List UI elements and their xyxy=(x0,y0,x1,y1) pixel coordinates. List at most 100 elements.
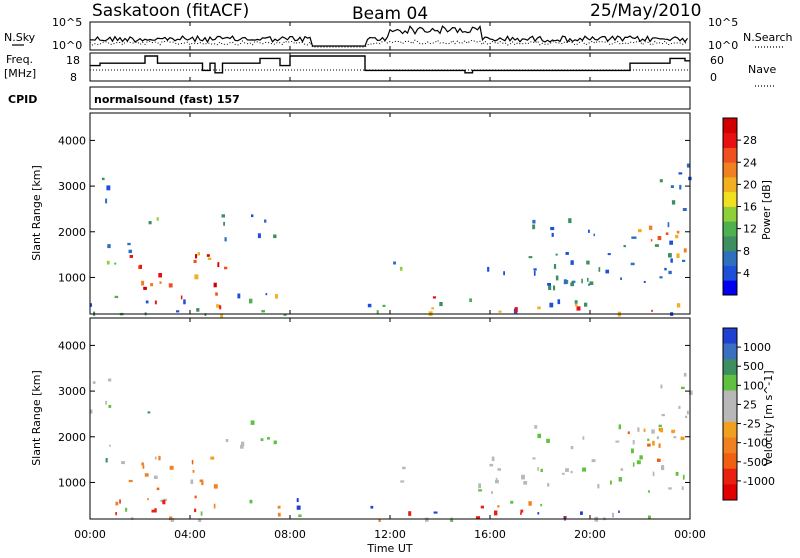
velocity-cell xyxy=(537,433,542,439)
power-cell xyxy=(150,283,154,287)
power-cell xyxy=(553,285,556,291)
velocity-cell xyxy=(661,465,665,471)
nsearch-label: N.Search xyxy=(743,31,793,44)
power-colorbar-tick-label: 20 xyxy=(743,178,757,191)
power-cell xyxy=(129,255,133,258)
velocity-cell xyxy=(497,505,500,508)
velocity-cell xyxy=(534,425,538,429)
velocity-cell xyxy=(92,381,96,384)
power-colorbar-swatch xyxy=(723,177,737,193)
time-tick-label: 00:00 xyxy=(74,528,106,541)
power-cell xyxy=(651,309,653,312)
nsky-tick-top: 10^5 xyxy=(52,16,82,29)
velocity-cell xyxy=(115,501,119,506)
velocity-cell xyxy=(495,477,498,482)
power-colorbar-tick-label: 24 xyxy=(743,156,757,169)
power-cell xyxy=(393,261,396,265)
velocity-cell xyxy=(169,465,174,470)
power-cell xyxy=(570,282,575,287)
velocity-cell xyxy=(612,512,614,518)
velocity-cell xyxy=(125,507,128,512)
power-cell xyxy=(682,259,686,262)
power-cell xyxy=(648,225,653,230)
velocity-ytick-label: 2000 xyxy=(58,431,86,444)
velocity-cell xyxy=(296,498,299,503)
power-cell xyxy=(563,279,567,285)
velocity-cell xyxy=(491,491,493,494)
power-cell xyxy=(631,236,634,239)
velocity-cell xyxy=(528,501,532,506)
power-colorbar-swatch xyxy=(723,250,737,266)
velocity-colorbar-swatch xyxy=(723,468,737,485)
velocity-cell xyxy=(652,440,655,446)
power-cell xyxy=(555,253,558,256)
velocity-cell xyxy=(671,429,676,433)
velocity-cell xyxy=(296,505,301,510)
velocity-cell xyxy=(682,474,685,480)
velocity-cell xyxy=(142,464,145,469)
velocity-cell xyxy=(659,427,664,433)
velocity-cell xyxy=(450,518,454,522)
velocity-colorbar-swatch xyxy=(723,437,737,454)
power-colorbar-swatch xyxy=(723,206,737,222)
velocity-colorbar-swatch xyxy=(723,406,737,423)
velocity-cell xyxy=(678,405,681,409)
velocity-cell xyxy=(191,459,194,465)
velocity-cell xyxy=(537,467,539,471)
velocity-cell xyxy=(647,443,651,447)
velocity-cell xyxy=(591,459,596,463)
velocity-colorbar-swatch xyxy=(723,343,737,360)
power-cell xyxy=(676,253,680,258)
time-tick-label: 04:00 xyxy=(174,528,206,541)
velocity-cell xyxy=(425,517,429,522)
velocity-cell xyxy=(170,518,175,522)
power-cell xyxy=(148,221,152,225)
power-colorbar-swatch xyxy=(723,280,737,296)
nave-label: Nave xyxy=(748,63,776,76)
velocity-cell xyxy=(240,445,244,449)
power-cell xyxy=(213,282,217,288)
power-cell xyxy=(589,281,594,285)
power-ylabel: Slant Range [km] xyxy=(30,165,43,261)
power-cell xyxy=(670,185,674,188)
power-cell xyxy=(107,244,111,249)
power-cell xyxy=(90,303,92,307)
velocity-cell xyxy=(675,471,679,476)
power-cell xyxy=(659,276,663,279)
velocity-cell xyxy=(570,446,574,450)
power-cell xyxy=(195,254,198,259)
power-cell xyxy=(669,240,673,245)
power-cell xyxy=(105,198,108,204)
power-cell xyxy=(667,222,670,228)
power-cell xyxy=(586,260,590,265)
power-cell xyxy=(168,283,173,288)
power-cell xyxy=(676,303,681,308)
velocity-cell xyxy=(561,472,565,475)
velocity-cell xyxy=(198,518,202,522)
power-colorbar-swatch xyxy=(723,265,737,281)
power-cell xyxy=(432,296,436,299)
velocity-cell xyxy=(656,436,659,440)
power-cell xyxy=(101,177,105,181)
power-cell xyxy=(553,264,557,269)
velocity-cell xyxy=(521,474,525,480)
velocity-colorbar-tick-label: 1000 xyxy=(743,341,771,354)
power-colorbar-swatch xyxy=(723,162,737,178)
velocity-cell xyxy=(620,468,624,471)
power-cell xyxy=(219,305,222,310)
velocity-cell xyxy=(648,515,651,520)
velocity-colorbar-tick-label: -1000 xyxy=(743,475,775,488)
velocity-cell xyxy=(378,518,381,522)
velocity-cell xyxy=(267,437,270,440)
velocity-cell xyxy=(119,499,121,504)
power-cell xyxy=(128,249,132,254)
power-cell xyxy=(273,234,277,239)
power-cell xyxy=(665,232,669,235)
power-colorbar-tick-label: 8 xyxy=(743,245,750,258)
power-colorbar-swatch xyxy=(723,132,737,148)
cpid-panel-frame xyxy=(89,86,691,110)
velocity-cell xyxy=(632,439,635,445)
power-cell xyxy=(630,262,635,266)
power-cell xyxy=(514,307,518,312)
power-cell xyxy=(183,299,186,305)
